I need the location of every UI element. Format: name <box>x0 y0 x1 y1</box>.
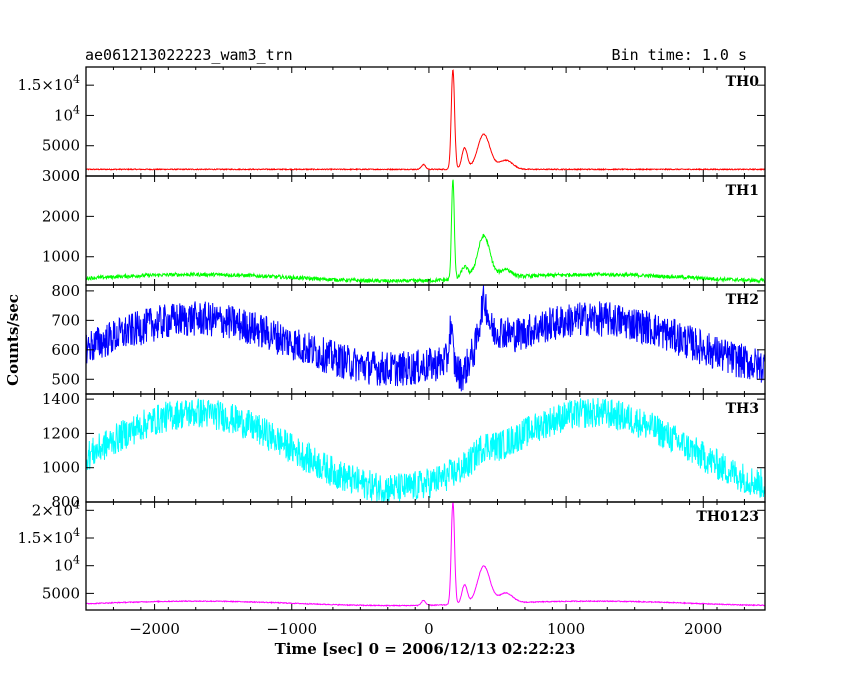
panels-group: TH0 0 5000 104 1.5×104 TH1 1000 2000 3000 TH2 500 6… <box>17 66 766 638</box>
y-tick-label-th3: 1400 <box>42 390 80 408</box>
panel-label-th3: TH3 <box>726 401 759 417</box>
series-line-th0 <box>85 69 765 171</box>
bin-time-label: Bin time: 1.0 s <box>612 46 747 64</box>
series-line-th2 <box>85 285 766 392</box>
x-tick-label: −2000 <box>129 620 180 638</box>
series-line-th1 <box>85 179 766 285</box>
x-tick-label: −1000 <box>266 620 317 638</box>
y-tick-label-th3: 1000 <box>42 459 80 477</box>
series-line-th3 <box>85 397 766 502</box>
y-tick-label-th2: 500 <box>51 370 80 388</box>
panel-frame-th0 <box>85 66 766 177</box>
y-tick-label-th2: 600 <box>51 341 80 359</box>
y-tick-label-th0123: 5000 <box>42 584 80 602</box>
series-line-th0123 <box>85 502 766 607</box>
chart-title: ae061213022223_wam3_trn <box>85 46 293 64</box>
y-tick-label-th1: 1000 <box>42 248 80 266</box>
panel-label-th0: TH0 <box>726 74 760 90</box>
panel-frame-th0123 <box>85 501 766 611</box>
y-tick-label-th0123: 2×104 <box>32 498 80 519</box>
x-tick-label: 0 <box>424 620 434 638</box>
y-tick-label-th0: 104 <box>54 103 80 124</box>
y-tick-label-th0: 5000 <box>42 137 80 155</box>
y-tick-label-th0123: 104 <box>54 554 80 575</box>
x-tick-label: 2000 <box>684 620 722 638</box>
x-tick-label: 1000 <box>547 620 585 638</box>
y-tick-label-th1: 2000 <box>42 207 80 225</box>
y-tick-label-th3: 800 <box>51 493 80 511</box>
panel-frame-th1 <box>85 175 766 286</box>
panel-label-th0123: TH0123 <box>696 509 759 525</box>
y-tick-label-th2: 800 <box>51 282 80 300</box>
y-tick-label-th0: 1.5×104 <box>17 73 80 94</box>
y-axis-label: Counts/sec <box>4 294 22 386</box>
panel-label-th1: TH1 <box>726 183 759 199</box>
y-tick-label-th2: 700 <box>51 311 80 329</box>
panel-label-th2: TH2 <box>726 292 759 308</box>
y-tick-label-th1: 3000 <box>42 167 80 185</box>
y-tick-label-th3: 1200 <box>42 424 80 442</box>
y-tick-label-th0123: 1.5×104 <box>17 526 80 547</box>
y-tick-label-th0: 0 <box>70 167 80 185</box>
x-axis-label: Time [sec] 0 = 2006/12/13 02:22:23 <box>275 640 576 658</box>
